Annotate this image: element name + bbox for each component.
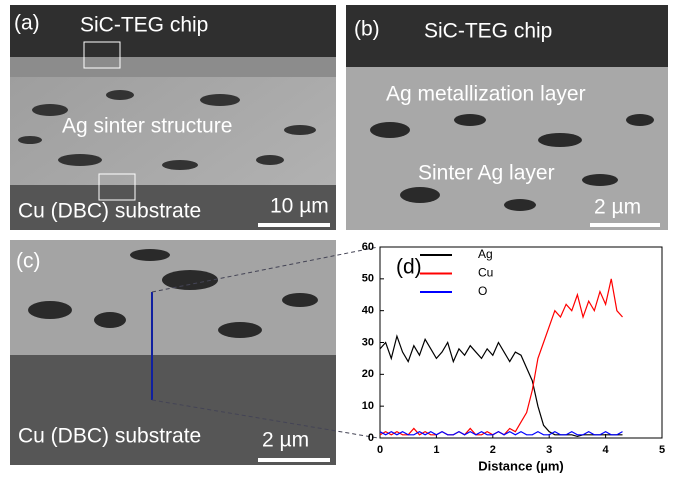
- legend-label: Cu: [478, 266, 493, 280]
- x-axis-label: Distance (µm): [478, 458, 564, 473]
- layer-label: SiC-TEG chip: [80, 14, 208, 37]
- scale-label: 2 µm: [594, 196, 641, 219]
- x-tick-label: 1: [433, 444, 439, 456]
- x-tick-label: 4: [603, 444, 610, 456]
- chart: (d) Distance (µm) 0 10 20 30 40 50 60 0 1 2 3 4 5 Ag C…: [362, 241, 665, 474]
- legend-label: O: [478, 284, 487, 298]
- y-tick-label: 40: [362, 305, 374, 317]
- panel-label: (d): [396, 256, 422, 279]
- layer-label: Sinter Ag layer: [418, 162, 555, 185]
- panel-label: (c): [16, 250, 41, 273]
- legend-label: Ag: [478, 247, 493, 261]
- y-tick-label: 50: [362, 273, 374, 285]
- panel-b: (b) SiC-TEG chip Ag metallization layer …: [346, 5, 668, 230]
- y-tick-label: 30: [362, 336, 374, 348]
- figure: (a) SiC-TEG chip Ag sinter structure Cu …: [0, 0, 674, 478]
- x-tick-label: 5: [659, 444, 665, 456]
- panel-label: (b): [354, 18, 380, 41]
- x-tick-label: 3: [546, 444, 552, 456]
- layer-label: Cu (DBC) substrate: [18, 425, 201, 448]
- x-tick-label: 2: [490, 444, 496, 456]
- y-tick-label: 60: [362, 241, 374, 253]
- y-tick-label: 20: [362, 368, 374, 380]
- y-tick-label: 0: [368, 432, 374, 444]
- layer-label: Ag metallization layer: [386, 83, 586, 106]
- panel-a: (a) SiC-TEG chip Ag sinter structure Cu …: [10, 5, 336, 230]
- panel-label: (a): [14, 12, 40, 35]
- y-tick-label: 10: [362, 400, 374, 412]
- x-tick-label: 0: [377, 444, 383, 456]
- plot-frame: [380, 247, 662, 438]
- scale-label: 2 µm: [262, 429, 309, 452]
- panel-c: (c) Cu (DBC) substrate 2 µm: [10, 240, 378, 465]
- layer-label: Cu (DBC) substrate: [18, 200, 201, 223]
- layer-label: SiC-TEG chip: [424, 20, 552, 43]
- scale-label: 10 µm: [270, 195, 329, 218]
- layer-label: Ag sinter structure: [62, 115, 232, 138]
